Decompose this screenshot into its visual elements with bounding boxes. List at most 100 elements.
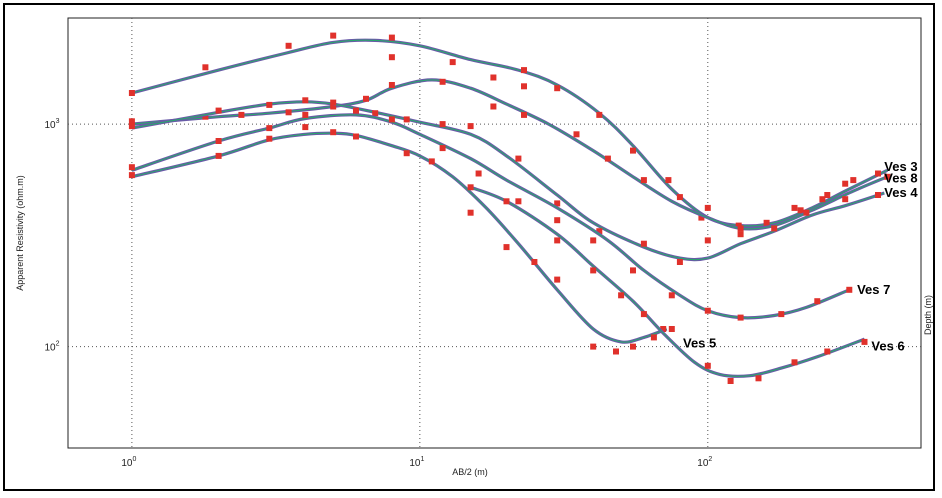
data-point [302, 111, 309, 118]
data-point [475, 170, 482, 177]
data-point [503, 244, 510, 251]
data-point [676, 194, 683, 201]
data-point [824, 192, 831, 198]
data-point [704, 204, 711, 211]
data-point [755, 375, 762, 382]
data-point [630, 343, 636, 350]
data-point [668, 292, 675, 299]
data-point [128, 172, 135, 179]
label-ves-7: Ves 7 [857, 282, 890, 297]
data-point [573, 131, 580, 138]
data-point [388, 82, 395, 88]
data-point [618, 292, 625, 299]
data-point [737, 314, 744, 321]
data-point [353, 133, 359, 140]
data-point [613, 348, 619, 355]
data-point [763, 219, 770, 226]
data-point [467, 184, 474, 191]
y-tick-label: 102 [44, 341, 59, 354]
series-ves-7 [128, 107, 853, 321]
data-point [698, 214, 705, 221]
data-point [215, 107, 222, 114]
data-point [630, 267, 636, 274]
data-point [521, 111, 527, 118]
x-tick-label: 102 [697, 456, 712, 469]
plot-area [67, 17, 922, 449]
x-tick-label: 100 [121, 456, 136, 469]
data-point [554, 217, 561, 224]
series-layer [128, 32, 891, 384]
label-ves-8: Ves 8 [884, 170, 917, 185]
data-point [388, 34, 395, 41]
data-point [590, 267, 597, 274]
data-point [824, 348, 831, 355]
data-point [128, 118, 135, 125]
chart-frame: Ves 3 Ves 8 Ves 4 Ves 7 Ves 5 Ves 6 100 101 102… [3, 3, 935, 491]
data-point [590, 343, 597, 350]
data-point [660, 326, 667, 332]
data-point [363, 95, 369, 102]
data-point [554, 237, 561, 244]
data-point [875, 170, 881, 177]
data-point [861, 338, 868, 345]
data-point [202, 113, 209, 120]
data-point [330, 129, 337, 136]
data-point [850, 177, 857, 184]
data-point [846, 286, 853, 293]
data-point [842, 180, 849, 187]
data-point [388, 116, 395, 123]
data-point [521, 67, 527, 74]
data-point [640, 240, 647, 247]
data-point [202, 64, 209, 71]
data-point [439, 121, 446, 128]
series-ves-6 [467, 184, 868, 384]
tick-labels: 100 101 102 103 102 [44, 118, 712, 469]
series-ves-3 [128, 32, 889, 229]
y-tick-label: 103 [44, 118, 59, 131]
data-point [403, 150, 410, 157]
data-point [128, 123, 135, 130]
data-point [814, 298, 821, 305]
data-point [330, 32, 337, 39]
data-point [467, 123, 474, 130]
data-point [302, 97, 309, 104]
data-point [449, 59, 456, 66]
data-point [797, 207, 804, 214]
data-point [439, 145, 446, 152]
data-point [215, 152, 222, 159]
data-point [531, 259, 538, 265]
data-point [554, 200, 561, 207]
data-point [428, 158, 435, 165]
data-point [704, 237, 711, 244]
data-point [650, 334, 657, 341]
y-axis-title: Apparent Resistivity (ohm.m) [15, 175, 25, 291]
data-point [266, 101, 273, 108]
data-point [791, 204, 798, 211]
data-point [791, 359, 798, 366]
data-point [668, 326, 675, 332]
data-point [266, 135, 273, 142]
data-point [842, 196, 849, 203]
data-point [128, 164, 135, 171]
series-ves-4 [128, 97, 885, 265]
data-point [490, 74, 497, 81]
label-ves-6: Ves 6 [871, 339, 904, 354]
data-point [704, 362, 711, 369]
data-point [771, 225, 778, 232]
data-point [490, 103, 497, 110]
data-point [330, 99, 337, 106]
data-point [884, 173, 891, 180]
fit-curve-ves-6 [470, 186, 865, 377]
data-point [285, 42, 292, 49]
label-ves-3: Ves 3 [884, 159, 917, 174]
data-point [665, 177, 672, 184]
data-point [266, 125, 273, 132]
data-point [403, 116, 410, 123]
data-point [630, 147, 636, 154]
data-point [503, 198, 510, 205]
data-point [128, 90, 135, 96]
data-point [737, 231, 744, 238]
x-axis-title: AB/2 (m) [452, 467, 488, 477]
